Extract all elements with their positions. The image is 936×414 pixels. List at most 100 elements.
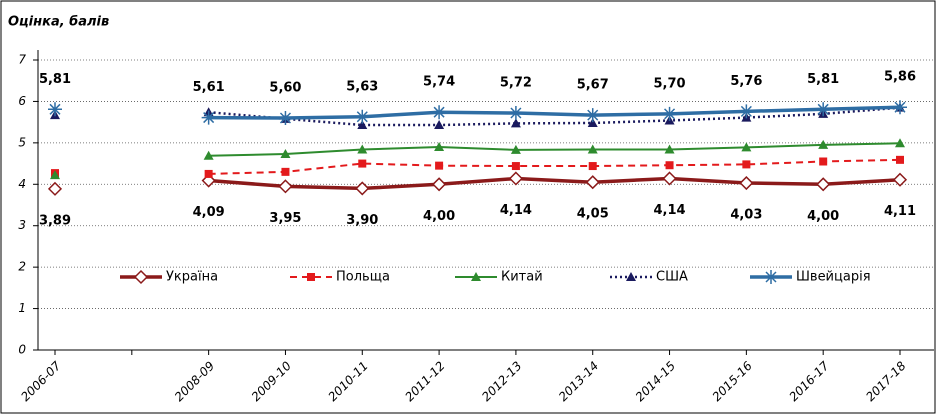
marker [662,106,677,121]
marker [307,273,315,281]
marker-shape [434,142,445,151]
marker [587,117,598,127]
y-tick-label: 1 [18,301,26,315]
marker [818,139,829,149]
marker [741,142,752,152]
data-label: 5,61 [193,80,225,95]
data-label: 4,09 [193,205,225,220]
marker [355,109,370,124]
data-label: 4,05 [577,207,609,222]
marker-shape [816,102,831,117]
legend-label: Польща [336,270,390,285]
marker-shape [357,120,368,130]
marker-shape [764,270,778,284]
marker-shape [508,106,523,121]
marker [893,100,907,115]
marker [742,160,751,169]
marker [204,169,213,178]
marker-shape [278,111,293,125]
y-tick-label: 0 [18,343,26,357]
y-tick-label: 3 [18,218,26,232]
marker-shape [664,144,675,154]
data-label: 5,67 [577,78,609,93]
marker-shape [432,177,447,192]
marker [434,120,445,130]
marker [508,106,523,121]
marker-shape [626,272,636,281]
legend-label: Китай [501,270,543,285]
data-label: 5,63 [346,79,378,94]
data-label: 3,89 [39,213,71,228]
marker-shape [818,139,829,149]
marker [739,104,754,119]
marker-shape [588,162,597,171]
marker [739,175,754,191]
marker-shape [587,144,598,154]
marker [471,272,481,281]
marker-shape [355,181,370,196]
marker [278,111,293,125]
marker [816,177,831,192]
marker-shape [741,142,752,152]
marker [665,161,674,170]
data-label: 4,00 [807,209,839,224]
marker-shape [50,170,60,180]
marker [626,272,636,281]
marker [358,159,367,168]
marker-shape [201,110,216,125]
data-label: 3,90 [346,213,378,228]
marker-shape [895,138,905,148]
marker [432,177,447,192]
marker [585,108,600,123]
marker-shape [742,160,751,169]
marker [664,144,675,154]
marker [585,175,600,190]
marker [357,120,368,130]
marker-shape [893,100,907,115]
marker [47,181,63,196]
y-tick-label: 6 [18,94,26,108]
marker-shape [48,102,62,117]
marker-shape [665,161,674,170]
marker-shape [358,159,367,168]
marker-shape [662,171,677,186]
legend-label: США [656,270,688,285]
marker-shape [739,175,754,191]
data-label: 5,74 [423,75,455,90]
data-label: 5,76 [730,74,762,89]
marker [895,138,905,148]
y-tick-label: 7 [18,53,26,67]
legend-label: Швейцарія [796,270,871,285]
marker-shape [585,108,600,123]
marker [203,150,214,160]
marker [587,144,598,154]
marker [432,105,447,120]
series-line [208,176,901,191]
marker [201,110,216,125]
marker-shape [585,175,600,190]
data-label: 5,86 [884,70,916,85]
marker-shape [203,150,214,160]
marker [435,161,444,170]
marker-shape [511,162,520,171]
marker [510,144,521,154]
marker-shape [896,155,904,164]
data-label: 5,60 [269,81,301,96]
y-tick-label: 5 [18,135,26,149]
series-line [208,105,901,120]
legend-label: Україна [166,270,218,285]
marker [280,149,291,159]
marker [50,170,60,180]
series-line [208,158,901,175]
marker [508,171,523,186]
series-line [208,106,901,127]
marker [896,155,904,164]
marker-shape [47,181,63,196]
marker [434,142,445,151]
marker-shape [816,177,831,192]
marker-shape [278,179,293,194]
data-label: 5,70 [654,76,686,91]
marker-shape [819,157,828,166]
